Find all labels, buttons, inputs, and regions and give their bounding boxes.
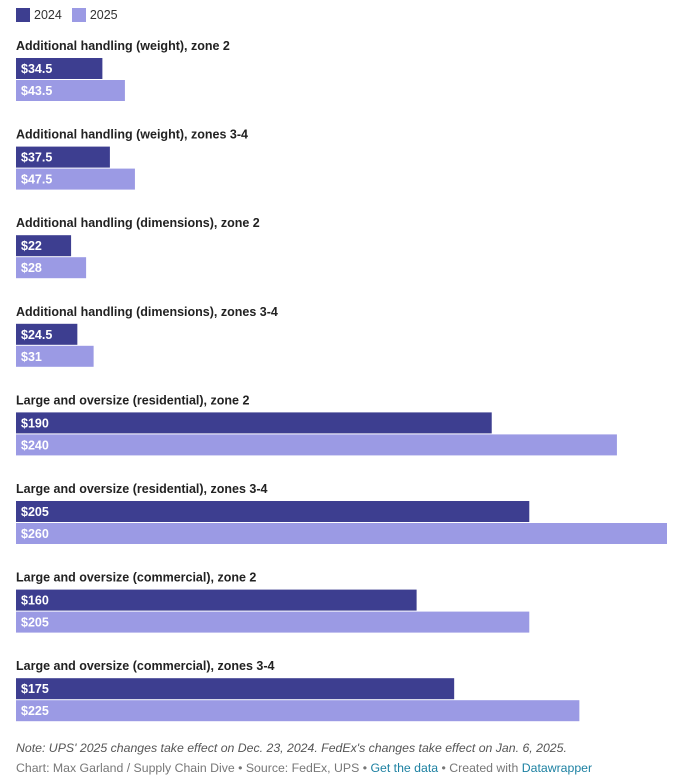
bar-value-label: $47.5	[21, 173, 52, 187]
footer-credits: Chart: Max Garland / Supply Chain Dive •…	[16, 761, 371, 775]
category-label: Additional handling (weight), zones 3-4	[16, 128, 248, 142]
bar-2025	[16, 434, 617, 456]
bar-value-label: $28	[21, 261, 42, 275]
bar-value-label: $34.5	[21, 62, 52, 76]
legend-item-2024: 2024	[16, 8, 62, 22]
bar-2025	[16, 168, 135, 190]
bar-value-label: $31	[21, 350, 42, 364]
bar-2024	[16, 412, 492, 434]
bar-2024	[16, 678, 455, 700]
bar-2025	[16, 611, 530, 633]
legend-label-2025: 2025	[89, 8, 118, 22]
bar-value-label: $205	[21, 616, 49, 630]
bar-value-label: $37.5	[21, 151, 52, 165]
legend-swatch-2024	[16, 8, 30, 22]
category-label: Large and oversize (commercial), zone 2	[16, 571, 256, 585]
datawrapper-link[interactable]: Datawrapper	[521, 761, 593, 775]
category-label: Large and oversize (residential), zones …	[16, 482, 268, 496]
get-the-data-link[interactable]: Get the data	[370, 761, 439, 775]
bar-2024	[16, 501, 530, 522]
category-label: Additional handling (dimensions), zones …	[16, 305, 278, 319]
bar-2025	[16, 523, 667, 544]
bar-value-label: $260	[21, 527, 49, 541]
legend-label-2024: 2024	[34, 8, 62, 22]
bar-2025	[16, 257, 87, 279]
bar-value-label: $240	[21, 438, 49, 452]
bar-2025	[16, 700, 580, 722]
bar-value-label: $225	[21, 704, 49, 718]
footer-created-with: • Created with	[438, 761, 522, 775]
legend-item-2025: 2025	[71, 8, 118, 22]
bar-value-label: $190	[21, 416, 49, 430]
bar-value-label: $175	[21, 682, 49, 696]
bar-2024	[16, 146, 110, 168]
legend: 2024 2025	[16, 7, 128, 23]
bar-2025	[16, 345, 94, 367]
bar-2024	[16, 323, 78, 345]
bar-2024	[16, 235, 72, 257]
category-label: Large and oversize (commercial), zones 3…	[16, 659, 274, 673]
bar-value-label: $160	[21, 594, 49, 608]
bar-2024	[16, 58, 103, 79]
bar-2025	[16, 80, 125, 101]
bar-value-label: $24.5	[21, 328, 52, 342]
legend-swatch-2025	[71, 8, 86, 22]
bar-chart: Additional handling (weight), zone 2 $34.…	[16, 39, 667, 722]
bar-2024	[16, 589, 417, 611]
bar-value-label: $43.5	[21, 84, 52, 98]
category-label: Additional handling (dimensions), zone 2	[16, 216, 260, 230]
category-label: Additional handling (weight), zone 2	[16, 39, 230, 53]
category-label: Large and oversize (residential), zone 2	[16, 393, 249, 407]
bar-value-label: $22	[21, 239, 42, 253]
chart-note: Note: UPS' 2025 changes take effect on D…	[16, 741, 567, 755]
chart-footer: Chart: Max Garland / Supply Chain Dive •…	[16, 761, 592, 775]
bar-value-label: $205	[21, 505, 49, 519]
